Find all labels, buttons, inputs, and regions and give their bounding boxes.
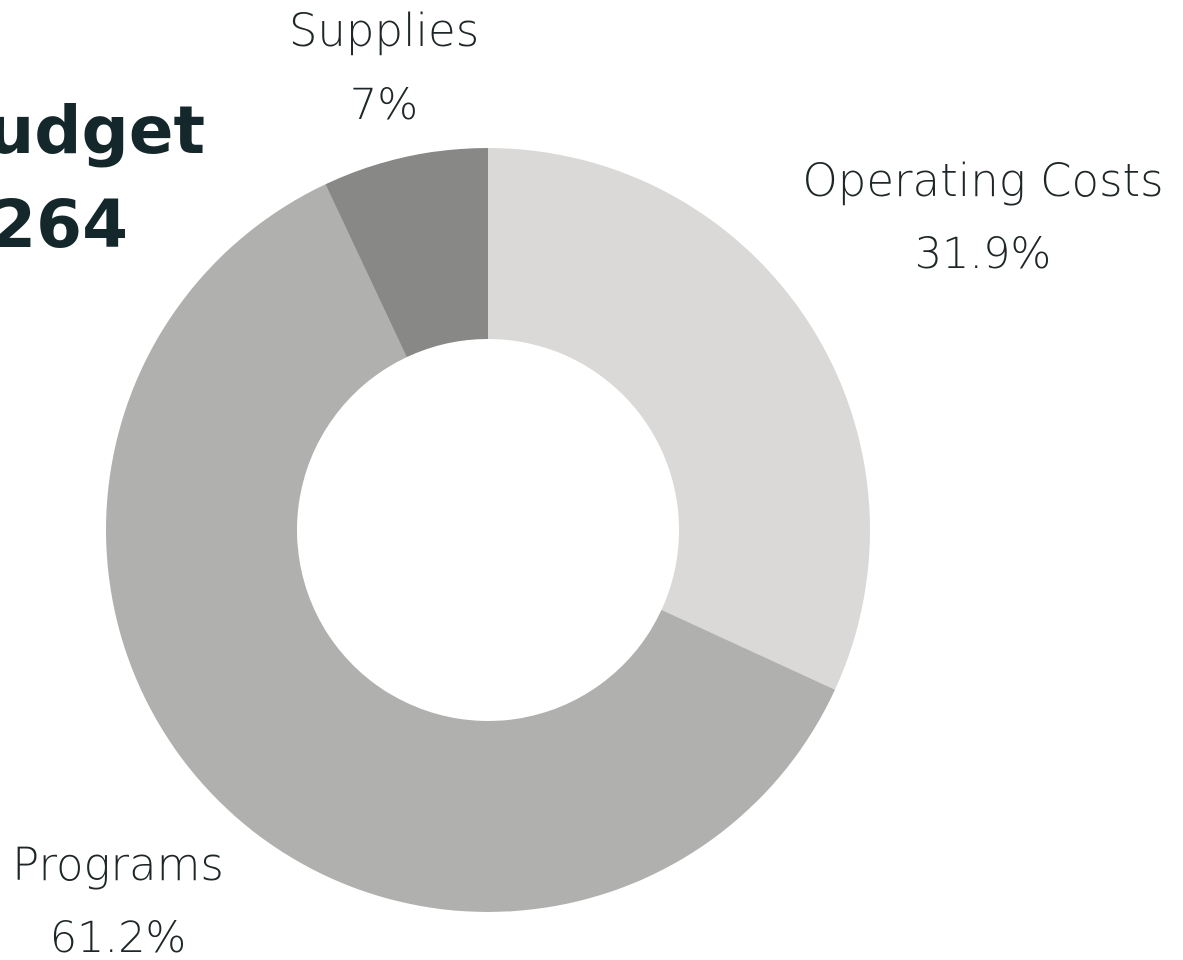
slice-operating-costs [488,148,870,690]
slice-value-supplies: 7% [350,80,418,130]
donut-slices [106,148,870,912]
title-line-budget: budget [0,92,205,169]
chart-title: budget ,264 [0,92,205,263]
slice-programs [106,184,835,912]
slice-label-operating-costs: Operating Costs [802,154,1163,207]
slice-supplies [325,148,488,358]
slice-label-programs: Programs [12,838,224,891]
slice-labels: Operating Costs 31.9% Programs 61.2% Supplie… [12,4,1163,960]
title-line-amount: ,264 [0,186,128,263]
slice-value-programs: 61.2% [50,913,187,960]
slice-label-supplies: Supplies [289,4,479,57]
slice-value-operating-costs: 31.9% [915,229,1052,279]
